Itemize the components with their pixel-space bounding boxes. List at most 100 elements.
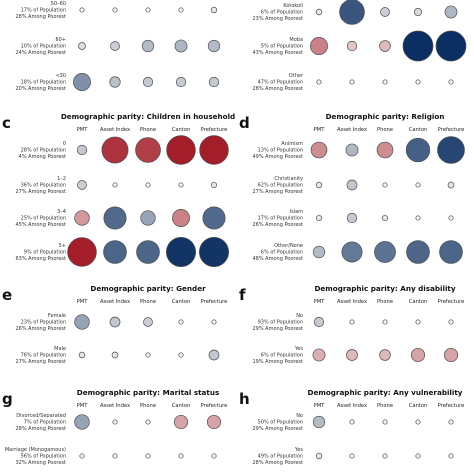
bubble — [310, 141, 328, 159]
bubble — [211, 319, 217, 325]
row-label: 32% Among Poorest — [15, 460, 66, 466]
row-label: 29% Among Poorest — [252, 326, 303, 332]
bubble — [78, 351, 86, 359]
bubble — [382, 453, 388, 459]
row-label: 47% of Population — [258, 79, 303, 85]
column-header: Phone — [140, 403, 156, 409]
bubble — [202, 206, 226, 230]
row-label: 49% Among Poorest — [252, 154, 303, 160]
bubble — [379, 349, 391, 361]
bubble — [349, 319, 355, 325]
row-label: 93% of Population — [258, 319, 303, 325]
row-label: 6% of Population — [261, 9, 303, 15]
bubble — [109, 76, 121, 88]
bubble — [405, 137, 431, 163]
row-label: Divorced/Separated — [16, 413, 66, 419]
panel-letter: d — [239, 114, 250, 132]
bubble — [79, 453, 85, 459]
bubble — [112, 182, 118, 188]
row-label: Yes — [294, 346, 303, 352]
column-header: Canton — [172, 403, 191, 409]
bubble — [315, 181, 323, 189]
row-label: Christianity — [274, 176, 303, 182]
column-header: PMT — [77, 403, 89, 409]
row-label: Male — [54, 346, 66, 352]
bubble — [448, 319, 454, 325]
column-header: PMT — [77, 127, 89, 133]
column-header: Prefecture — [201, 127, 228, 133]
bubble — [402, 30, 434, 62]
column-header: Canton — [409, 299, 428, 305]
bubble — [208, 76, 220, 88]
row-label: 27% Among Poorest — [15, 359, 66, 365]
row-label: 9% of Population — [24, 249, 66, 255]
bubble — [415, 319, 421, 325]
bubble — [349, 419, 355, 425]
column-header: Phone — [140, 299, 156, 305]
bubble — [415, 419, 421, 425]
bubble — [178, 453, 184, 459]
row-label: 24% Among Poorest — [15, 50, 66, 56]
row-label: 5% of Population — [261, 43, 303, 49]
row-label: 26% Among Poorest — [252, 222, 303, 228]
bubble — [145, 419, 151, 425]
row-label: 20% Among Poorest — [15, 86, 66, 92]
row-label: 28% of Population — [21, 147, 66, 153]
bubble — [76, 144, 88, 156]
panel-title: Demographic parity: Religion — [326, 112, 445, 121]
column-header: Asset Index — [100, 127, 130, 133]
panel-title: Demographic parity: Marital status — [77, 388, 219, 397]
bubble — [199, 135, 229, 165]
row-label: 29% Among Poorest — [252, 426, 303, 432]
row-label: Marriage (Monogamous) — [5, 447, 66, 453]
bubble — [103, 240, 127, 264]
bubble — [349, 79, 355, 85]
bubble — [178, 352, 184, 358]
column-header: Phone — [140, 127, 156, 133]
bubble — [448, 79, 454, 85]
row-label: 43% Among Poorest — [252, 50, 303, 56]
bubble — [101, 136, 129, 164]
panel-letter: f — [239, 286, 246, 304]
bubble — [145, 7, 151, 13]
row-label: 49% of Population — [258, 453, 303, 459]
bubble — [112, 7, 118, 13]
bubble — [415, 215, 421, 221]
column-header: PMT — [314, 299, 326, 305]
bubble — [346, 40, 358, 52]
bubble — [77, 180, 87, 190]
bubble — [199, 237, 229, 267]
bubble — [313, 316, 325, 328]
row-label: <30 — [55, 73, 66, 79]
bubble — [381, 214, 389, 222]
bubble — [410, 347, 426, 363]
bubble — [74, 314, 90, 330]
bubble — [435, 30, 467, 62]
bubble — [382, 182, 388, 188]
row-label: 23% of Population — [21, 319, 66, 325]
bubble — [413, 7, 423, 17]
column-header: Asset Index — [337, 127, 367, 133]
bubble — [444, 5, 458, 19]
bubble — [178, 319, 184, 325]
column-header: Prefecture — [438, 127, 465, 133]
bubble — [174, 39, 188, 53]
row-label: 10% of Population — [21, 43, 66, 49]
bubble — [376, 141, 394, 159]
bubble — [345, 143, 359, 157]
bubble — [312, 415, 326, 429]
bubble — [145, 182, 151, 188]
column-header: PMT — [77, 299, 89, 305]
bubble — [312, 245, 326, 259]
panel-letter: g — [2, 390, 13, 408]
bubble — [178, 7, 184, 13]
bubble — [67, 237, 97, 267]
row-label: 6% of Population — [261, 352, 303, 358]
bubble — [448, 419, 454, 425]
column-header: Asset Index — [337, 299, 367, 305]
row-label: 4% Among Poorest — [19, 154, 66, 160]
bubble — [172, 209, 190, 227]
bubble — [135, 137, 161, 163]
bubble — [74, 210, 90, 226]
